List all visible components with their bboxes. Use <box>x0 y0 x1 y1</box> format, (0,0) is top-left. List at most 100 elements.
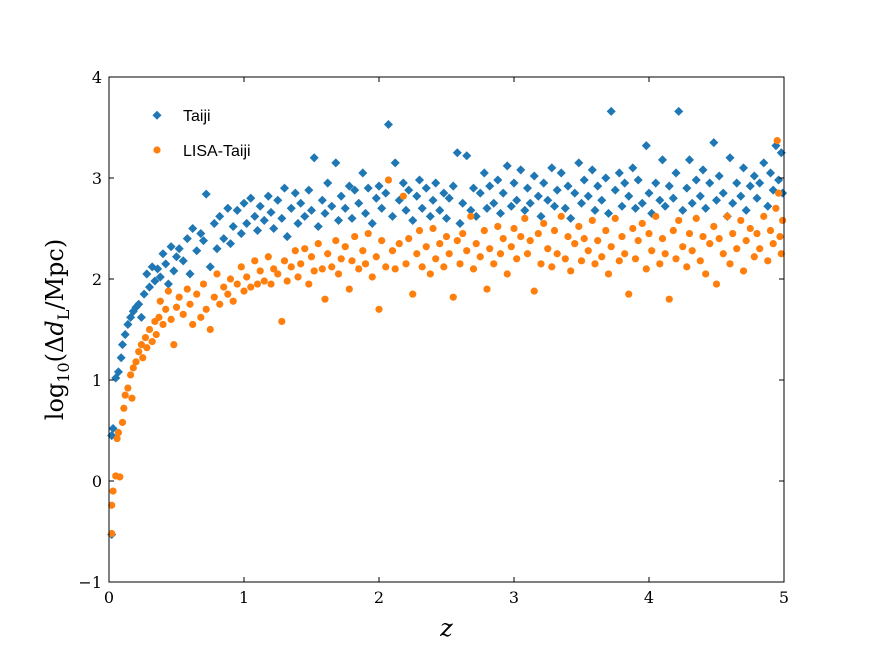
point-taiji-170 <box>657 155 668 165</box>
point-taiji-141 <box>560 203 570 213</box>
point-taiji-205 <box>774 175 784 185</box>
point-lisa-taiji-33 <box>179 310 187 318</box>
point-lisa-taiji-132 <box>513 255 521 263</box>
point-taiji-87 <box>377 203 387 213</box>
point-taiji-109 <box>452 148 462 158</box>
point-lisa-taiji-168 <box>634 237 642 245</box>
point-lisa-taiji-75 <box>321 295 329 303</box>
point-lisa-taiji-62 <box>278 317 286 326</box>
point-lisa-taiji-154 <box>588 216 596 225</box>
point-taiji-114 <box>468 183 479 193</box>
x-tick-label-2: 2 <box>374 588 384 607</box>
point-lisa-taiji-35 <box>186 300 194 308</box>
point-taiji-193 <box>736 191 746 201</box>
x-tick-label-3: 3 <box>509 588 519 607</box>
point-lisa-taiji-137 <box>530 287 538 295</box>
point-lisa-taiji-114 <box>453 237 461 245</box>
point-lisa-taiji-188 <box>702 270 710 278</box>
point-lisa-taiji-71 <box>307 253 316 261</box>
point-taiji-45 <box>236 229 246 239</box>
point-taiji-29 <box>182 234 192 244</box>
point-taiji-192 <box>732 178 742 188</box>
point-lisa-taiji-174 <box>656 260 664 268</box>
point-lisa-taiji-95 <box>388 247 397 255</box>
point-taiji-162 <box>630 203 641 213</box>
y-axis-label-log: log <box>41 383 69 421</box>
point-lisa-taiji-89 <box>368 273 376 281</box>
legend-marker-lisa-taiji <box>153 146 161 154</box>
y-axis-label-var: d <box>41 320 69 335</box>
point-lisa-taiji-9 <box>121 391 129 399</box>
legend-label-taiji: Taiji <box>183 108 211 125</box>
point-taiji-43 <box>228 221 238 232</box>
point-lisa-taiji-48 <box>229 297 237 305</box>
point-taiji-134 <box>536 211 546 221</box>
point-lisa-taiji-162 <box>615 257 623 265</box>
point-taiji-34 <box>198 236 209 246</box>
point-taiji-143 <box>566 213 576 223</box>
point-taiji-74 <box>333 215 344 225</box>
point-taiji-86 <box>374 181 384 191</box>
point-lisa-taiji-79 <box>334 270 343 278</box>
point-lisa-taiji-200 <box>742 237 750 245</box>
point-lisa-taiji-124 <box>486 245 494 253</box>
point-taiji-161 <box>628 163 638 173</box>
point-taiji-132 <box>529 171 539 181</box>
point-lisa-taiji-105 <box>422 243 430 251</box>
x-tick-label-1: 1 <box>239 588 249 607</box>
point-lisa-taiji-140 <box>540 219 548 228</box>
point-lisa-taiji-208 <box>769 240 777 248</box>
point-lisa-taiji-21 <box>148 338 156 346</box>
point-lisa-taiji-156 <box>594 237 602 245</box>
point-taiji-70 <box>320 208 330 218</box>
y-axis-label-var-sub: L <box>54 309 73 320</box>
point-lisa-taiji-70 <box>305 280 313 288</box>
point-taiji-40 <box>219 234 229 244</box>
point-taiji-72 <box>327 201 337 211</box>
point-lisa-taiji-36 <box>189 320 197 329</box>
point-taiji-48 <box>246 193 256 203</box>
point-taiji-93 <box>398 178 408 188</box>
point-lisa-taiji-177 <box>665 295 673 303</box>
point-taiji-38 <box>212 244 222 254</box>
point-lisa-taiji-110 <box>440 263 448 271</box>
point-taiji-156 <box>610 185 620 195</box>
point-taiji-152 <box>597 195 607 205</box>
legend: Taiji LISA-Taiji <box>152 108 251 160</box>
point-taiji-97 <box>412 191 422 201</box>
point-lisa-taiji-203 <box>753 229 761 238</box>
point-lisa-taiji-141 <box>544 245 552 253</box>
point-lisa-taiji-205 <box>760 212 768 220</box>
point-lisa-taiji-129 <box>503 270 511 278</box>
point-lisa-taiji-84 <box>351 232 359 241</box>
point-taiji-21 <box>158 249 168 259</box>
point-lisa-taiji-99 <box>402 260 410 268</box>
point-lisa-taiji-163 <box>618 232 626 241</box>
point-lisa-taiji-125 <box>490 260 498 268</box>
point-lisa-taiji-87 <box>361 260 370 268</box>
point-taiji-47 <box>242 218 252 228</box>
point-taiji-90 <box>387 211 398 221</box>
point-lisa-taiji-136 <box>526 237 534 245</box>
x-tick-label-0: 0 <box>104 588 114 607</box>
point-taiji-199 <box>755 178 765 188</box>
point-lisa-taiji-159 <box>604 270 613 278</box>
point-taiji-187 <box>714 171 724 181</box>
point-taiji-119 <box>485 181 495 191</box>
point-lisa-taiji-112 <box>445 250 453 258</box>
point-lisa-taiji-119 <box>469 265 478 273</box>
point-lisa-taiji-15 <box>135 348 143 356</box>
point-lisa-taiji-93 <box>382 263 390 271</box>
x-tick-label-5: 5 <box>779 588 789 607</box>
point-taiji-142 <box>563 181 573 191</box>
point-taiji-168 <box>651 178 661 188</box>
point-taiji-117 <box>479 168 489 178</box>
point-taiji-200 <box>759 158 769 168</box>
point-taiji-33 <box>196 229 206 239</box>
y-tick-label-3: 2 <box>92 270 102 289</box>
point-taiji-171 <box>660 201 670 211</box>
point-lisa-taiji-193 <box>719 250 727 258</box>
point-taiji-56 <box>273 195 283 205</box>
point-lisa-taiji-96 <box>391 265 399 273</box>
point-lisa-taiji-142 <box>548 263 556 271</box>
